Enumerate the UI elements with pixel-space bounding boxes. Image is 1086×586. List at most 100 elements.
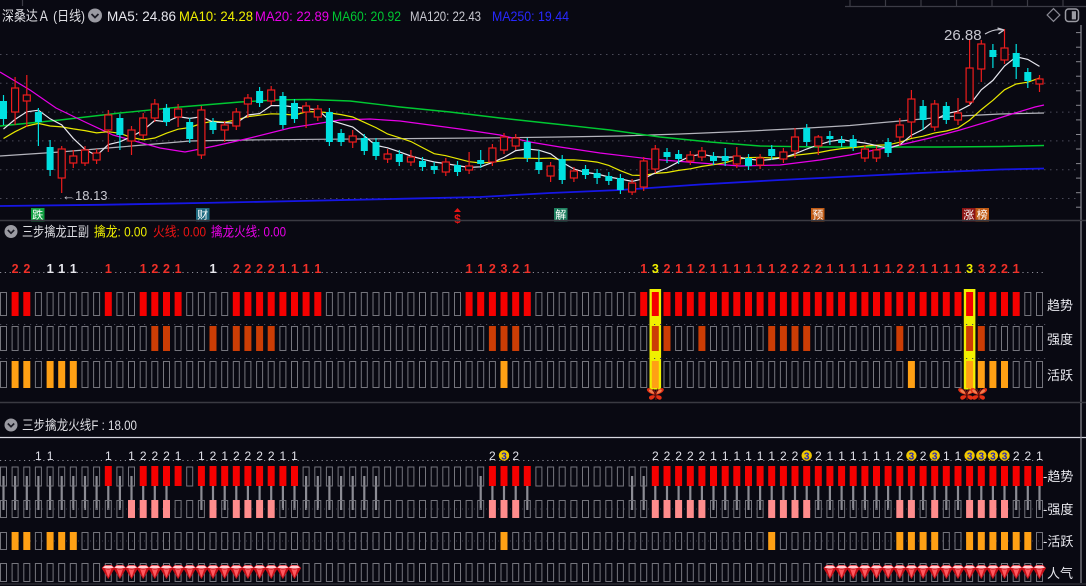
svg-text:1: 1 <box>885 262 892 276</box>
svg-text:2: 2 <box>687 449 694 463</box>
svg-text:财: 财 <box>197 208 208 222</box>
svg-text:2: 2 <box>151 449 158 463</box>
svg-text:2: 2 <box>815 449 822 463</box>
svg-text:人气: 人气 <box>1047 566 1073 581</box>
svg-text:2: 2 <box>163 449 170 463</box>
svg-text:1: 1 <box>105 262 112 276</box>
svg-text:-活跃: -活跃 <box>1043 534 1073 549</box>
svg-text:2: 2 <box>512 449 519 463</box>
svg-text:1: 1 <box>466 262 473 276</box>
svg-text:1: 1 <box>733 449 740 463</box>
svg-text:3: 3 <box>652 262 659 276</box>
svg-text:2: 2 <box>908 262 915 276</box>
svg-text:2: 2 <box>815 262 822 276</box>
svg-text:2: 2 <box>698 262 705 276</box>
svg-text:1: 1 <box>105 449 112 463</box>
svg-text:1: 1 <box>640 262 647 276</box>
svg-text:1: 1 <box>733 262 740 276</box>
svg-text:1: 1 <box>47 449 54 463</box>
svg-text:1: 1 <box>687 262 694 276</box>
svg-text:1: 1 <box>675 262 682 276</box>
svg-text:3: 3 <box>804 452 810 463</box>
svg-text:1: 1 <box>955 449 962 463</box>
svg-text:2: 2 <box>256 449 263 463</box>
svg-text:2: 2 <box>12 262 19 276</box>
svg-text:活跃: 活跃 <box>1047 368 1073 383</box>
svg-text:1: 1 <box>47 262 54 276</box>
svg-text:2: 2 <box>268 262 275 276</box>
svg-text:强度: 强度 <box>1047 332 1073 347</box>
svg-text:←18.13: ←18.13 <box>62 188 108 203</box>
svg-text:2: 2 <box>675 449 682 463</box>
svg-text:2: 2 <box>256 262 263 276</box>
svg-text:三步擒龙火线F : 18.00: 三步擒龙火线F : 18.00 <box>22 417 137 433</box>
svg-text:2: 2 <box>244 262 251 276</box>
svg-text:1: 1 <box>1013 262 1020 276</box>
svg-text:预: 预 <box>812 209 823 222</box>
svg-text:1: 1 <box>140 262 147 276</box>
svg-text:擒龙火线: 0.00: 擒龙火线: 0.00 <box>211 224 286 240</box>
svg-text:3: 3 <box>979 452 985 463</box>
svg-text:1: 1 <box>70 262 77 276</box>
svg-text:2: 2 <box>489 449 496 463</box>
svg-text:-强度: -强度 <box>1043 502 1073 517</box>
svg-text:3: 3 <box>501 262 508 276</box>
svg-text:1: 1 <box>221 449 228 463</box>
svg-text:1: 1 <box>745 262 752 276</box>
svg-text:1: 1 <box>862 449 869 463</box>
svg-text:1: 1 <box>722 449 729 463</box>
svg-text:2: 2 <box>920 449 927 463</box>
svg-text:MA10: 24.28: MA10: 24.28 <box>179 8 253 24</box>
svg-text:1: 1 <box>873 449 880 463</box>
svg-text:1: 1 <box>280 449 287 463</box>
svg-text:涨: 涨 <box>963 209 974 222</box>
svg-text:2: 2 <box>1013 449 1020 463</box>
svg-text:2: 2 <box>210 449 217 463</box>
svg-text:1: 1 <box>943 449 950 463</box>
svg-text:1: 1 <box>757 262 764 276</box>
svg-text:2: 2 <box>23 262 30 276</box>
svg-text:1: 1 <box>710 262 717 276</box>
svg-text:2: 2 <box>896 449 903 463</box>
svg-text:1: 1 <box>943 262 950 276</box>
svg-text:火线: 0.00: 火线: 0.00 <box>153 225 206 240</box>
svg-text:1: 1 <box>920 262 927 276</box>
svg-text:2: 2 <box>803 262 810 276</box>
svg-text:MA120: 22.43: MA120: 22.43 <box>410 8 481 24</box>
svg-text:MA5: 24.86: MA5: 24.86 <box>107 8 176 24</box>
svg-text:1: 1 <box>850 449 857 463</box>
svg-text:2: 2 <box>780 262 787 276</box>
svg-text:1: 1 <box>838 262 845 276</box>
svg-text:1: 1 <box>826 262 833 276</box>
svg-text:3: 3 <box>978 262 985 276</box>
svg-text:3: 3 <box>966 262 973 276</box>
svg-text:1: 1 <box>279 262 286 276</box>
svg-text:2: 2 <box>140 449 147 463</box>
svg-text:3: 3 <box>909 452 915 463</box>
svg-text:1: 1 <box>477 262 484 276</box>
svg-text:2: 2 <box>233 262 240 276</box>
svg-text:解: 解 <box>555 208 566 222</box>
svg-text:$: $ <box>454 212 461 226</box>
svg-text:2: 2 <box>896 262 903 276</box>
svg-text:1: 1 <box>1036 449 1043 463</box>
svg-text:趋势: 趋势 <box>1047 298 1073 313</box>
svg-text:1: 1 <box>768 449 775 463</box>
svg-text:3: 3 <box>1002 452 1008 463</box>
svg-text:深桑达Ａ (日线): 深桑达Ａ (日线) <box>2 8 85 24</box>
svg-text:MA60: 20.92: MA60: 20.92 <box>332 8 401 24</box>
svg-text:3: 3 <box>967 452 973 463</box>
svg-text:26.88: 26.88 <box>944 27 982 44</box>
svg-text:1: 1 <box>768 262 775 276</box>
svg-text:2: 2 <box>792 262 799 276</box>
svg-text:三步擒龙正副: 三步擒龙正副 <box>22 224 89 240</box>
svg-text:1: 1 <box>722 262 729 276</box>
svg-text:2: 2 <box>664 449 671 463</box>
svg-text:1: 1 <box>873 262 880 276</box>
svg-text:2: 2 <box>652 449 659 463</box>
svg-text:2: 2 <box>699 449 706 463</box>
svg-text:2: 2 <box>780 449 787 463</box>
svg-text:1: 1 <box>303 262 310 276</box>
svg-text:2: 2 <box>163 262 170 276</box>
svg-text:3: 3 <box>501 452 507 463</box>
